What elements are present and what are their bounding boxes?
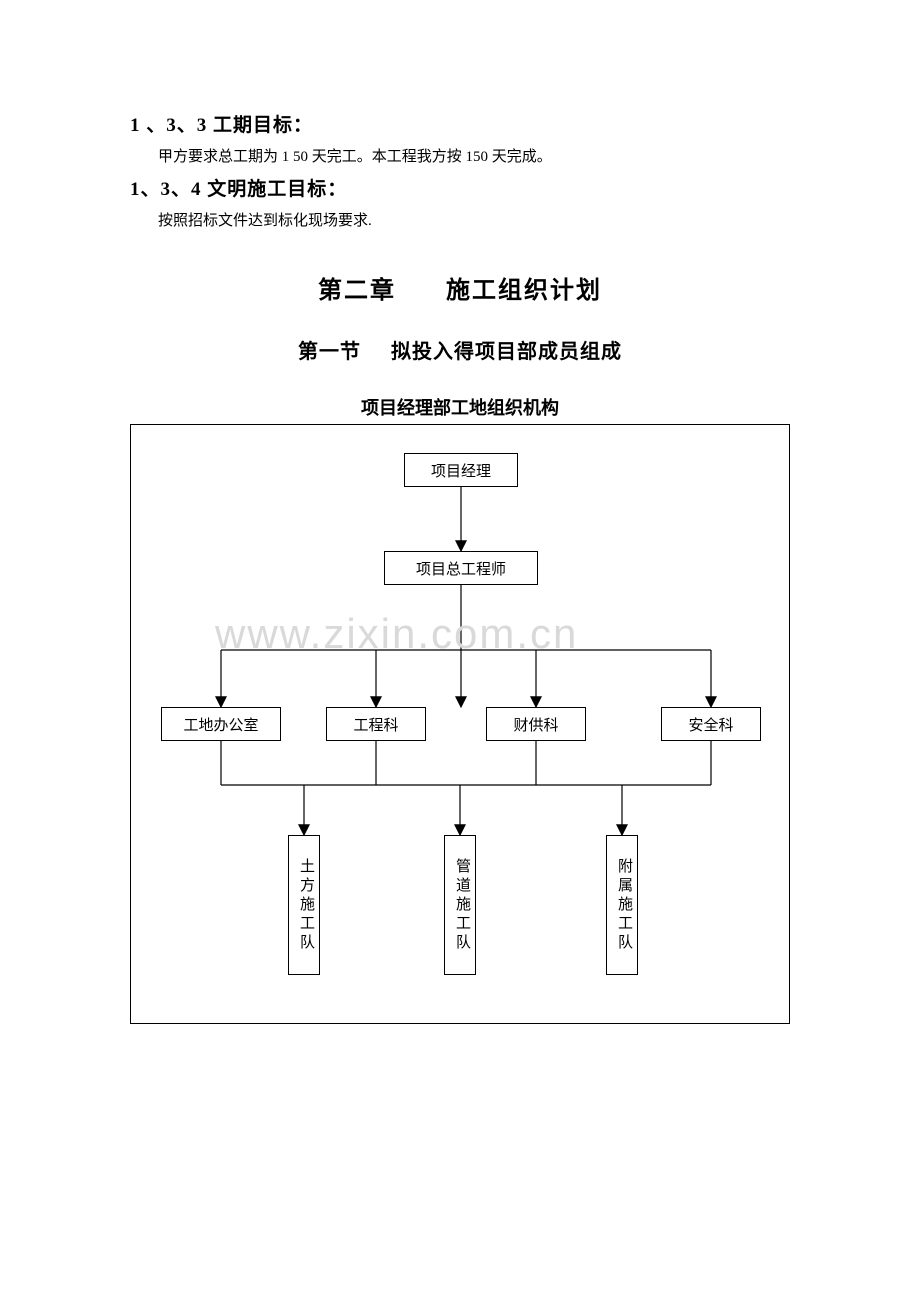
org-node-t1: 土方施工队: [288, 835, 320, 975]
section-name: 拟投入得项目部成员组成: [391, 341, 622, 363]
org-node-n1: 项目经理: [404, 453, 518, 487]
chapter-name: 施工组织计划: [446, 278, 602, 304]
paragraph-civilized-construction: 按照招标文件达到标化现场要求.: [130, 209, 790, 230]
section-number: 第一节: [298, 341, 361, 363]
org-node-t2: 管道施工队: [444, 835, 476, 975]
chapter-number: 第二章: [318, 278, 396, 304]
org-node-d3: 财供科: [486, 707, 586, 741]
org-node-t3: 附属施工队: [606, 835, 638, 975]
org-chart: 项目经理项目总工程师工地办公室 工程科 财供科 安全科土方施工队 管道施工队 附属施工队: [130, 424, 790, 1024]
org-node-d4: 安全科: [661, 707, 761, 741]
org-node-n2: 项目总工程师: [384, 551, 538, 585]
org-node-d1: 工地办公室: [161, 707, 281, 741]
heading-work-period: 1 、3、3 工期目标：: [130, 110, 790, 137]
paragraph-work-period: 甲方要求总工期为 1 50 天完工。本工程我方按 150 天完成。: [130, 145, 790, 166]
org-node-d2: 工程科: [326, 707, 426, 741]
org-chart-title: 项目经理部工地组织机构: [130, 394, 790, 420]
heading-civilized-construction: 1、3、4 文明施工目标：: [130, 174, 790, 201]
chapter-title: 第二章 施工组织计划: [130, 270, 790, 305]
section-title: 第一节 拟投入得项目部成员组成: [130, 335, 790, 364]
